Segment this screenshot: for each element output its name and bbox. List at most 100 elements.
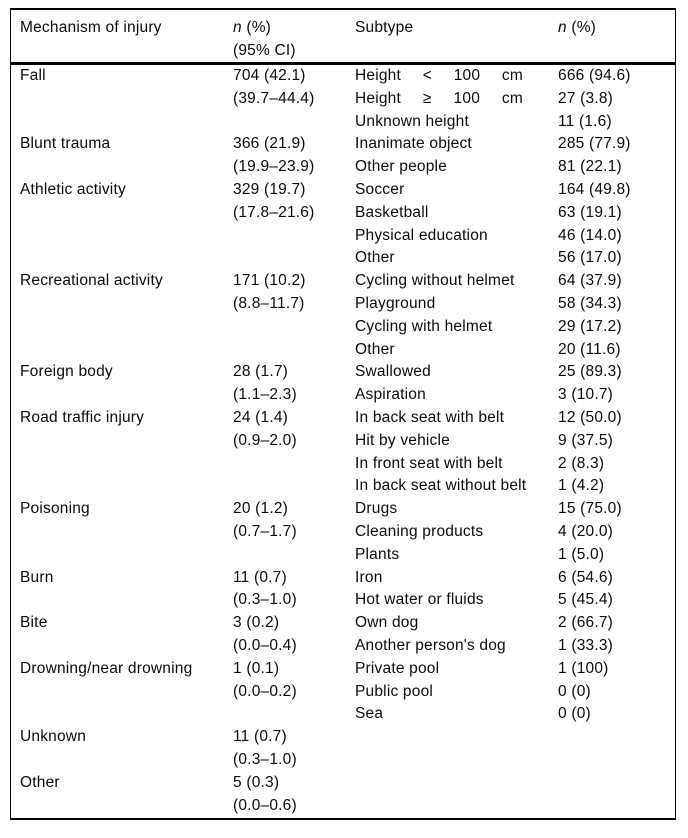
subtype-value: 20 (11.6) (558, 340, 621, 358)
subtype-value: 5 (45.4) (558, 591, 614, 609)
n-pct-value: 329 (19.7) (233, 180, 306, 198)
subtype-label: Physical education (355, 226, 488, 244)
header-subtype-label: Subtype (355, 19, 414, 36)
subtype-label: Public pool (355, 682, 434, 700)
table-row: Drowning/near drowning 1 (0.1) (0.0–0.2) Pr… (11, 658, 675, 726)
subtype-value: 3 (10.7) (558, 386, 614, 404)
n-ci-cell: 171 (10.2) (8.8–11.7) (233, 270, 355, 361)
subtype-label: Aspiration (355, 386, 426, 404)
subtype-value: 2 (8.3) (558, 454, 605, 472)
mechanism-label: Poisoning (20, 500, 90, 518)
subtype-label: Cleaning products (355, 522, 484, 540)
n-ci-cell: 3 (0.2) (0.0–0.4) (233, 612, 355, 658)
subtype-cell: Own dog Another person's dog (355, 612, 558, 658)
subtype-label: Sea (355, 705, 384, 723)
subtype-label: Private pool (355, 659, 440, 677)
table-row: Unknown 11 (0.7) (0.3–1.0) (11, 726, 675, 772)
subtype-cell: Private pool Public pool Sea (355, 658, 558, 726)
subtype-value: 1 (4.2) (558, 477, 605, 495)
n-ci-cell: 704 (42.1) (39.7–44.4) (233, 65, 355, 133)
subtype-label: Hit by vehicle (355, 431, 450, 449)
header-pct2-rest: (%) (566, 19, 597, 36)
subtype-n-cell: 25 (89.3) 3 (10.7) (558, 361, 675, 407)
subtype-n-cell: 15 (75.0) 4 (20.0) 1 (5.0) (558, 498, 675, 566)
subtype-n-cell (558, 726, 675, 772)
subtype-label: Hot water or fluids (355, 591, 484, 609)
n-pct-value: 704 (42.1) (233, 67, 306, 84)
subtype-n-cell: 285 (77.9) 81 (22.1) (558, 133, 675, 179)
header-n-italic: n (233, 19, 242, 36)
subtype-word: cm (501, 89, 523, 107)
subtype-value: 0 (0) (558, 682, 591, 700)
n-pct-value: 1 (0.1) (233, 659, 280, 677)
ci-value: (1.1–2.3) (233, 386, 297, 404)
n-pct-value: 5 (0.3) (233, 773, 280, 791)
ci-value: (0.0–0.4) (233, 636, 297, 654)
n-pct-value: 24 (1.4) (233, 408, 289, 426)
subtype-cell (355, 772, 558, 818)
n-pct-value: 366 (21.9) (233, 135, 306, 153)
mechanism-cell: Drowning/near drowning (11, 658, 233, 726)
mechanism-label: Foreign body (20, 363, 113, 381)
mechanism-cell: Fall (11, 65, 233, 133)
mechanism-cell: Recreational activity (11, 270, 233, 361)
mechanism-label: Other (20, 773, 60, 791)
subtype-value: 164 (49.8) (558, 180, 631, 198)
subtype-word: 100 (453, 89, 481, 107)
n-ci-cell: 329 (19.7) (17.8–21.6) (233, 179, 355, 270)
table-row: Burn 11 (0.7) (0.3–1.0) Iron Hot water or fl… (11, 567, 675, 613)
subtype-value: 1 (100) (558, 659, 609, 677)
subtype-label: In back seat with belt (355, 408, 505, 426)
subtype-cell: Height <100 cm Height ≥100 cm Unknown height (355, 65, 558, 133)
subtype-label: Soccer (355, 180, 405, 198)
subtype-word: < (422, 67, 432, 84)
subtype-n-cell: 64 (37.9) 58 (34.3) 29 (17.2) 20 (11.6) (558, 270, 675, 361)
mechanism-cell: Burn (11, 567, 233, 613)
mechanism-cell: Unknown (11, 726, 233, 772)
table-row: Blunt trauma 366 (21.9) (19.9–23.9) Inanima… (11, 133, 675, 179)
n-ci-cell: 20 (1.2) (0.7–1.7) (233, 498, 355, 566)
header-n-pct-label: n (%) (233, 16, 355, 39)
subtype-word: Height (355, 89, 402, 107)
subtype-label: Playground (355, 294, 436, 312)
header-subtype-n-cell: n (%) (558, 16, 675, 62)
subtype-n-cell: 1 (100) 0 (0) 0 (0) (558, 658, 675, 726)
mechanism-label: Unknown (20, 728, 87, 746)
subtype-label: Cycling with helmet (355, 317, 493, 335)
subtype-cell: Soccer Basketball Physical education Other (355, 179, 558, 270)
subtype-value: 81 (22.1) (558, 158, 622, 176)
subtype-value: 1 (33.3) (558, 636, 614, 654)
subtype-value: 58 (34.3) (558, 294, 622, 312)
subtype-cell: Inanimate object Other people (355, 133, 558, 179)
table-row: Other 5 (0.3) (0.0–0.6) (11, 772, 675, 818)
subtype-n-cell: 2 (66.7) 1 (33.3) (558, 612, 675, 658)
mechanism-cell: Poisoning (11, 498, 233, 566)
mechanism-label: Burn (20, 568, 54, 586)
ci-value: (39.7–44.4) (233, 89, 315, 107)
table-row: Poisoning 20 (1.2) (0.7–1.7) Drugs Cleaning … (11, 498, 675, 566)
table-row: Fall 704 (42.1) (39.7–44.4) Height <100 cm Hei… (11, 65, 675, 133)
ci-value: (0.9–2.0) (233, 431, 297, 449)
table-body: Fall 704 (42.1) (39.7–44.4) Height <100 cm Hei… (11, 65, 675, 817)
subtype-label: Swallowed (355, 363, 431, 381)
subtype-value: 27 (3.8) (558, 89, 614, 107)
ci-value: (17.8–21.6) (233, 203, 315, 221)
header-mechanism-label: Mechanism of injury (20, 19, 162, 36)
mechanism-cell: Athletic activity (11, 179, 233, 270)
subtype-value: 12 (50.0) (558, 408, 622, 426)
n-ci-cell: 1 (0.1) (0.0–0.2) (233, 658, 355, 726)
subtype-value: 56 (17.0) (558, 249, 622, 267)
mechanism-label: Bite (20, 614, 48, 632)
table-row: Bite 3 (0.2) (0.0–0.4) Own dog Another perso… (11, 612, 675, 658)
subtype-n-cell: 164 (49.8) 63 (19.1) 46 (14.0) 56 (17.0) (558, 179, 675, 270)
subtype-label: Unknown height (355, 112, 469, 130)
subtype-label: Own dog (355, 614, 419, 632)
mechanism-label: Blunt trauma (20, 135, 111, 153)
subtype-label: Inanimate object (355, 135, 472, 153)
subtype-value: 64 (37.9) (558, 272, 622, 290)
subtype-value: 25 (89.3) (558, 363, 622, 381)
ci-value: (0.3–1.0) (233, 591, 297, 609)
subtype-value: 4 (20.0) (558, 522, 614, 540)
subtype-label: Cycling without helmet (355, 272, 515, 290)
subtype-value: 9 (37.5) (558, 431, 614, 449)
